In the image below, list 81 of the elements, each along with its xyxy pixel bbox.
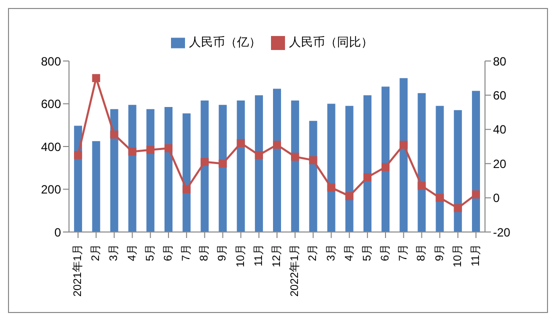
y-tick-label: 0: [54, 225, 62, 240]
point: [291, 152, 300, 161]
point: [182, 185, 191, 194]
x-tick-label: 6月: [162, 244, 174, 262]
x-tick-label: 10月: [452, 244, 464, 268]
x-tick-label: 3月: [325, 244, 338, 262]
y-tick-label: 200: [40, 182, 62, 197]
point: [418, 182, 426, 190]
bar: [200, 100, 209, 232]
point: [110, 130, 118, 139]
x-tick-label: 3月: [108, 244, 120, 262]
bar: [273, 88, 282, 232]
x-tick-label: 5月: [144, 244, 156, 262]
bar: [291, 100, 300, 232]
y-tick-label: 400: [40, 140, 62, 154]
x-tick-label: 9月: [434, 244, 446, 262]
bar: [345, 106, 354, 232]
x-tick-label: 2021年1月: [72, 244, 84, 297]
x-tick-label: 8月: [198, 244, 211, 262]
bar: [164, 106, 172, 232]
point: [363, 173, 372, 182]
point: [146, 146, 154, 154]
bar: [363, 95, 372, 232]
y2-tick-label: 80: [493, 54, 507, 68]
point: [309, 156, 318, 164]
legend-label: 人民币（亿）: [189, 35, 261, 49]
x-tick-label: 10月: [234, 244, 247, 268]
bar: [218, 104, 227, 232]
x-tick-label: 2月: [307, 244, 320, 262]
x-tick-label: 2022年1月: [289, 244, 302, 297]
y2-tick-label: 0: [493, 191, 500, 206]
x-tick-label: 7月: [398, 244, 410, 262]
bar: [327, 104, 336, 232]
bar: [382, 86, 390, 232]
point: [273, 140, 281, 149]
point: [345, 192, 354, 200]
point: [164, 144, 172, 152]
x-tick-label: 4月: [343, 244, 356, 262]
bar: [110, 109, 118, 232]
bar: [309, 120, 318, 232]
point: [236, 139, 245, 148]
bar: [436, 106, 444, 232]
point: [454, 204, 462, 212]
point: [400, 140, 408, 149]
point: [200, 158, 209, 166]
point: [254, 151, 263, 160]
point: [436, 194, 444, 202]
bar: [472, 90, 480, 232]
bar: [128, 104, 136, 232]
point: [218, 160, 227, 168]
x-tick-label: 11月: [252, 244, 265, 266]
y2-tick-label: 20: [493, 156, 507, 171]
bar: [146, 109, 154, 232]
point: [74, 151, 82, 160]
x-tick-label: 5月: [361, 244, 374, 262]
x-tick-label: 11月: [470, 244, 482, 266]
point: [382, 163, 390, 172]
bar: [182, 113, 191, 232]
legend-label: 人民币（同比）: [289, 35, 373, 49]
x-tick-label: 6月: [380, 244, 392, 262]
bar: [454, 110, 462, 232]
point: [128, 148, 136, 156]
y-tick-label: 800: [40, 54, 62, 68]
y2-tick-label: 60: [493, 88, 507, 102]
bar: [418, 93, 426, 232]
y2-tick-label: 40: [493, 122, 507, 137]
y2-tick-label: -20: [493, 225, 511, 240]
x-tick-label: 7月: [180, 244, 193, 262]
x-tick-label: 9月: [216, 244, 229, 262]
point: [472, 190, 480, 198]
point: [327, 184, 336, 192]
bar: [400, 78, 408, 232]
x-tick-label: 4月: [126, 244, 138, 262]
bar: [254, 95, 263, 232]
y-tick-label: 600: [40, 97, 62, 112]
x-tick-label: 8月: [416, 244, 428, 262]
point: [92, 74, 100, 82]
x-tick-label: 2月: [90, 244, 102, 262]
bar: [92, 141, 100, 232]
x-tick-label: 12月: [271, 244, 283, 268]
bar: [236, 100, 245, 232]
